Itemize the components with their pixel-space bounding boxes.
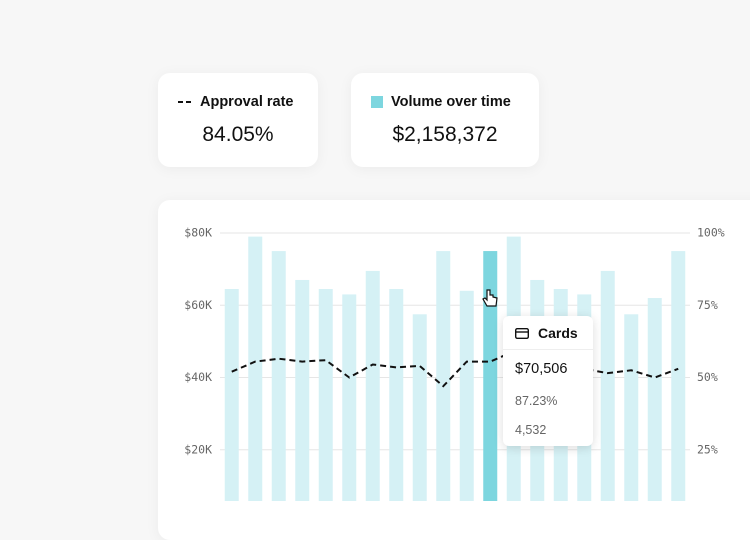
bar (647, 298, 662, 501)
bar (318, 288, 333, 501)
tooltip-count: 4,532 (515, 423, 547, 437)
bar (295, 279, 310, 501)
y2-tick-label: 100% (697, 226, 725, 240)
volume-value: $2,158,372 (392, 123, 498, 146)
volume-swatch (371, 96, 383, 108)
y2-tick-label: 50% (697, 370, 718, 384)
bar (671, 251, 686, 501)
bar (624, 314, 639, 501)
bar (271, 251, 286, 501)
chart: $20K $40K $60K $80K 25% 50% 75% 100% (184, 226, 725, 501)
bar (600, 270, 615, 501)
y-tick-label: $20K (184, 442, 212, 456)
volume-label: Volume over time (391, 94, 511, 110)
approval-card: Approval rate 84.05% (158, 73, 318, 167)
approval-label: Approval rate (200, 94, 294, 110)
volume-card: Volume over time $2,158,372 (351, 73, 539, 167)
tooltip-amount: $70,506 (515, 361, 568, 377)
page: Approval rate 84.05% Volume over time $2… (158, 73, 725, 501)
bar (365, 270, 380, 501)
bar (436, 251, 451, 501)
volume-legend: Volume over time (371, 94, 511, 110)
bar (483, 251, 498, 501)
bar (412, 314, 427, 501)
grid (220, 232, 690, 451)
card-icon (515, 327, 529, 339)
y2-tick-label: 25% (697, 442, 718, 456)
tooltip-rate: 87.23% (515, 394, 558, 408)
cursor-icon (482, 289, 498, 307)
tooltip-title: Cards (538, 325, 578, 341)
approval-legend: Approval rate (178, 94, 293, 110)
tooltip: Cards $70,506 87.23% 4,532 (503, 316, 593, 446)
y-tick-label: $80K (184, 226, 212, 240)
bar (459, 290, 474, 501)
dash-icon (178, 101, 192, 103)
bar (389, 288, 404, 501)
y-tick-label: $60K (184, 298, 212, 312)
y-tick-label: $40K (184, 370, 212, 384)
tooltip-header: Cards (515, 325, 578, 341)
approval-value: 84.05% (202, 123, 274, 146)
bar (224, 288, 239, 501)
bar (342, 294, 357, 501)
bar (248, 236, 263, 501)
y2-tick-label: 75% (697, 298, 718, 312)
